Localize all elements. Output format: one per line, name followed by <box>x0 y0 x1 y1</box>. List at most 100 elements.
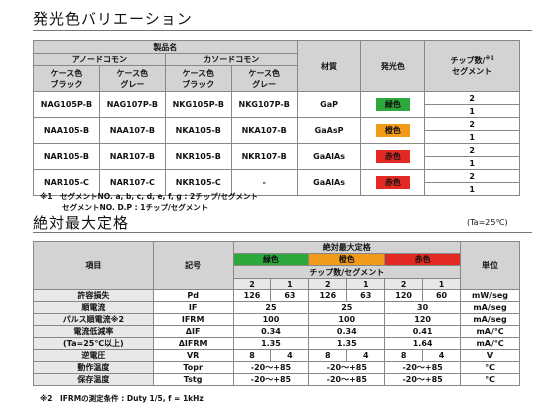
item-header: 項目 <box>33 241 154 290</box>
chip-count: 2 <box>424 143 520 157</box>
unit: mW/seg <box>460 289 520 302</box>
part-number: NKR105-C <box>164 169 232 196</box>
case-black-header: ケース色 ブラック <box>164 65 232 92</box>
unit-header: 単位 <box>460 241 520 290</box>
part-number: NKA107-B <box>230 117 298 144</box>
value: 4 <box>346 349 386 362</box>
symbol: ΔIF <box>152 325 234 338</box>
unit: mA/seg <box>460 301 520 314</box>
part-number: NAG105P-B <box>33 91 100 118</box>
symbol: Tstg <box>152 373 234 386</box>
chip-count: 1 <box>424 182 520 196</box>
item-label: 動作温度 <box>33 361 154 374</box>
value: 4 <box>422 349 462 362</box>
case-gray-header: ケース色 グレー <box>98 65 166 92</box>
part-number: NAG107P-B <box>98 91 166 118</box>
green-header: 緑色 <box>232 253 310 266</box>
value: 120 <box>384 313 462 326</box>
chip-count: 1 <box>424 130 520 144</box>
symbol: ΔIFRM <box>152 337 234 350</box>
color-variation-table: 製品名 材質 発光色 チップ数/※1 セグメント アノードコモン カソードコモン… <box>33 40 520 196</box>
title-divider <box>33 232 532 233</box>
part-number: NAR105-C <box>33 169 100 196</box>
chip-count-header: 1 <box>346 278 386 290</box>
item-label: 順電流 <box>33 301 154 314</box>
red-header: 赤色 <box>384 253 462 266</box>
part-number: NKR107-B <box>230 143 298 170</box>
value: 8 <box>384 349 424 362</box>
value: 1.64 <box>384 337 462 350</box>
value: 4 <box>270 349 310 362</box>
chip-count-header: 2 <box>232 278 272 290</box>
section1-title: 発光色バリエーション <box>33 10 193 28</box>
material-header: 材質 <box>296 40 362 92</box>
unit: V <box>460 349 520 362</box>
value: -20〜+85 <box>308 373 386 386</box>
item-label: (Ta=25℃以上) <box>33 337 154 350</box>
value: 126 <box>308 289 348 302</box>
item-label: パルス順電流※2 <box>33 313 154 326</box>
chip-count: 1 <box>424 104 520 118</box>
part-number: NAR107-B <box>98 143 166 170</box>
footnote-1: ※1 セグメントNO. a, b, c, d, e, f, g : 2チップ/セ… <box>40 192 258 201</box>
symbol: Pd <box>152 289 234 302</box>
unit: ℃ <box>460 373 520 386</box>
item-label: 逆電圧 <box>33 349 154 362</box>
symbol: Topr <box>152 361 234 374</box>
title-divider <box>33 30 532 31</box>
value: -20〜+85 <box>232 373 310 386</box>
color-swatch-cell: 赤色 <box>360 143 426 170</box>
chip-count-header: 1 <box>422 278 462 290</box>
cathode-common-header: カソードコモン <box>164 53 298 66</box>
color-swatch-cell: 橙色 <box>360 117 426 144</box>
unit: mA/℃ <box>460 337 520 350</box>
part-number: NKA105-B <box>164 117 232 144</box>
value: 25 <box>308 301 386 314</box>
value: 0.34 <box>308 325 386 338</box>
color-swatch-cell: 緑色 <box>360 91 426 118</box>
part-number: NKG107P-B <box>230 91 298 118</box>
value: 8 <box>232 349 272 362</box>
symbol: VR <box>152 349 234 362</box>
red-swatch: 赤色 <box>375 176 410 189</box>
value: 8 <box>308 349 348 362</box>
chip-count-header: 1 <box>270 278 310 290</box>
anode-common-header: アノードコモン <box>33 53 166 66</box>
material-value: GaP <box>296 91 362 118</box>
case-black-header: ケース色 ブラック <box>33 65 100 92</box>
chip-count: 2 <box>424 117 520 131</box>
footnote-2: ※2 IFRMの測定条件 : Duty 1/5, f = 1kHz <box>40 394 204 403</box>
orange-header: 橙色 <box>308 253 386 266</box>
ambient-temp-label: (Ta=25℃) <box>467 218 508 227</box>
unit: mA/℃ <box>460 325 520 338</box>
section2-title: 絶対最大定格 <box>33 214 130 232</box>
item-label: 電流低減率 <box>33 325 154 338</box>
part-number: NAA107-B <box>98 117 166 144</box>
unit: mA/seg <box>460 313 520 326</box>
case-gray-header: ケース色 グレー <box>230 65 298 92</box>
color-swatch-cell: 赤色 <box>360 169 426 196</box>
value: -20〜+85 <box>232 361 310 374</box>
part-number: NKR105-B <box>164 143 232 170</box>
value: 63 <box>270 289 310 302</box>
unit: ℃ <box>460 361 520 374</box>
value: 120 <box>384 289 424 302</box>
part-number: NAR105-B <box>33 143 100 170</box>
value: 63 <box>346 289 386 302</box>
material-value: GaAsP <box>296 117 362 144</box>
chip-header: チップ数/※1 セグメント <box>424 40 520 92</box>
item-label: 保存温度 <box>33 373 154 386</box>
part-number: NKG105P-B <box>164 91 232 118</box>
value: 0.34 <box>232 325 310 338</box>
value: 126 <box>232 289 272 302</box>
material-value: GaAlAs <box>296 143 362 170</box>
value: 30 <box>384 301 462 314</box>
chip-count: 2 <box>424 91 520 105</box>
part-number: NAA105-B <box>33 117 100 144</box>
part-number: - <box>230 169 298 196</box>
value: 100 <box>308 313 386 326</box>
value: -20〜+85 <box>308 361 386 374</box>
value: 1.35 <box>232 337 310 350</box>
symbol: IF <box>152 301 234 314</box>
value: -20〜+85 <box>384 361 462 374</box>
